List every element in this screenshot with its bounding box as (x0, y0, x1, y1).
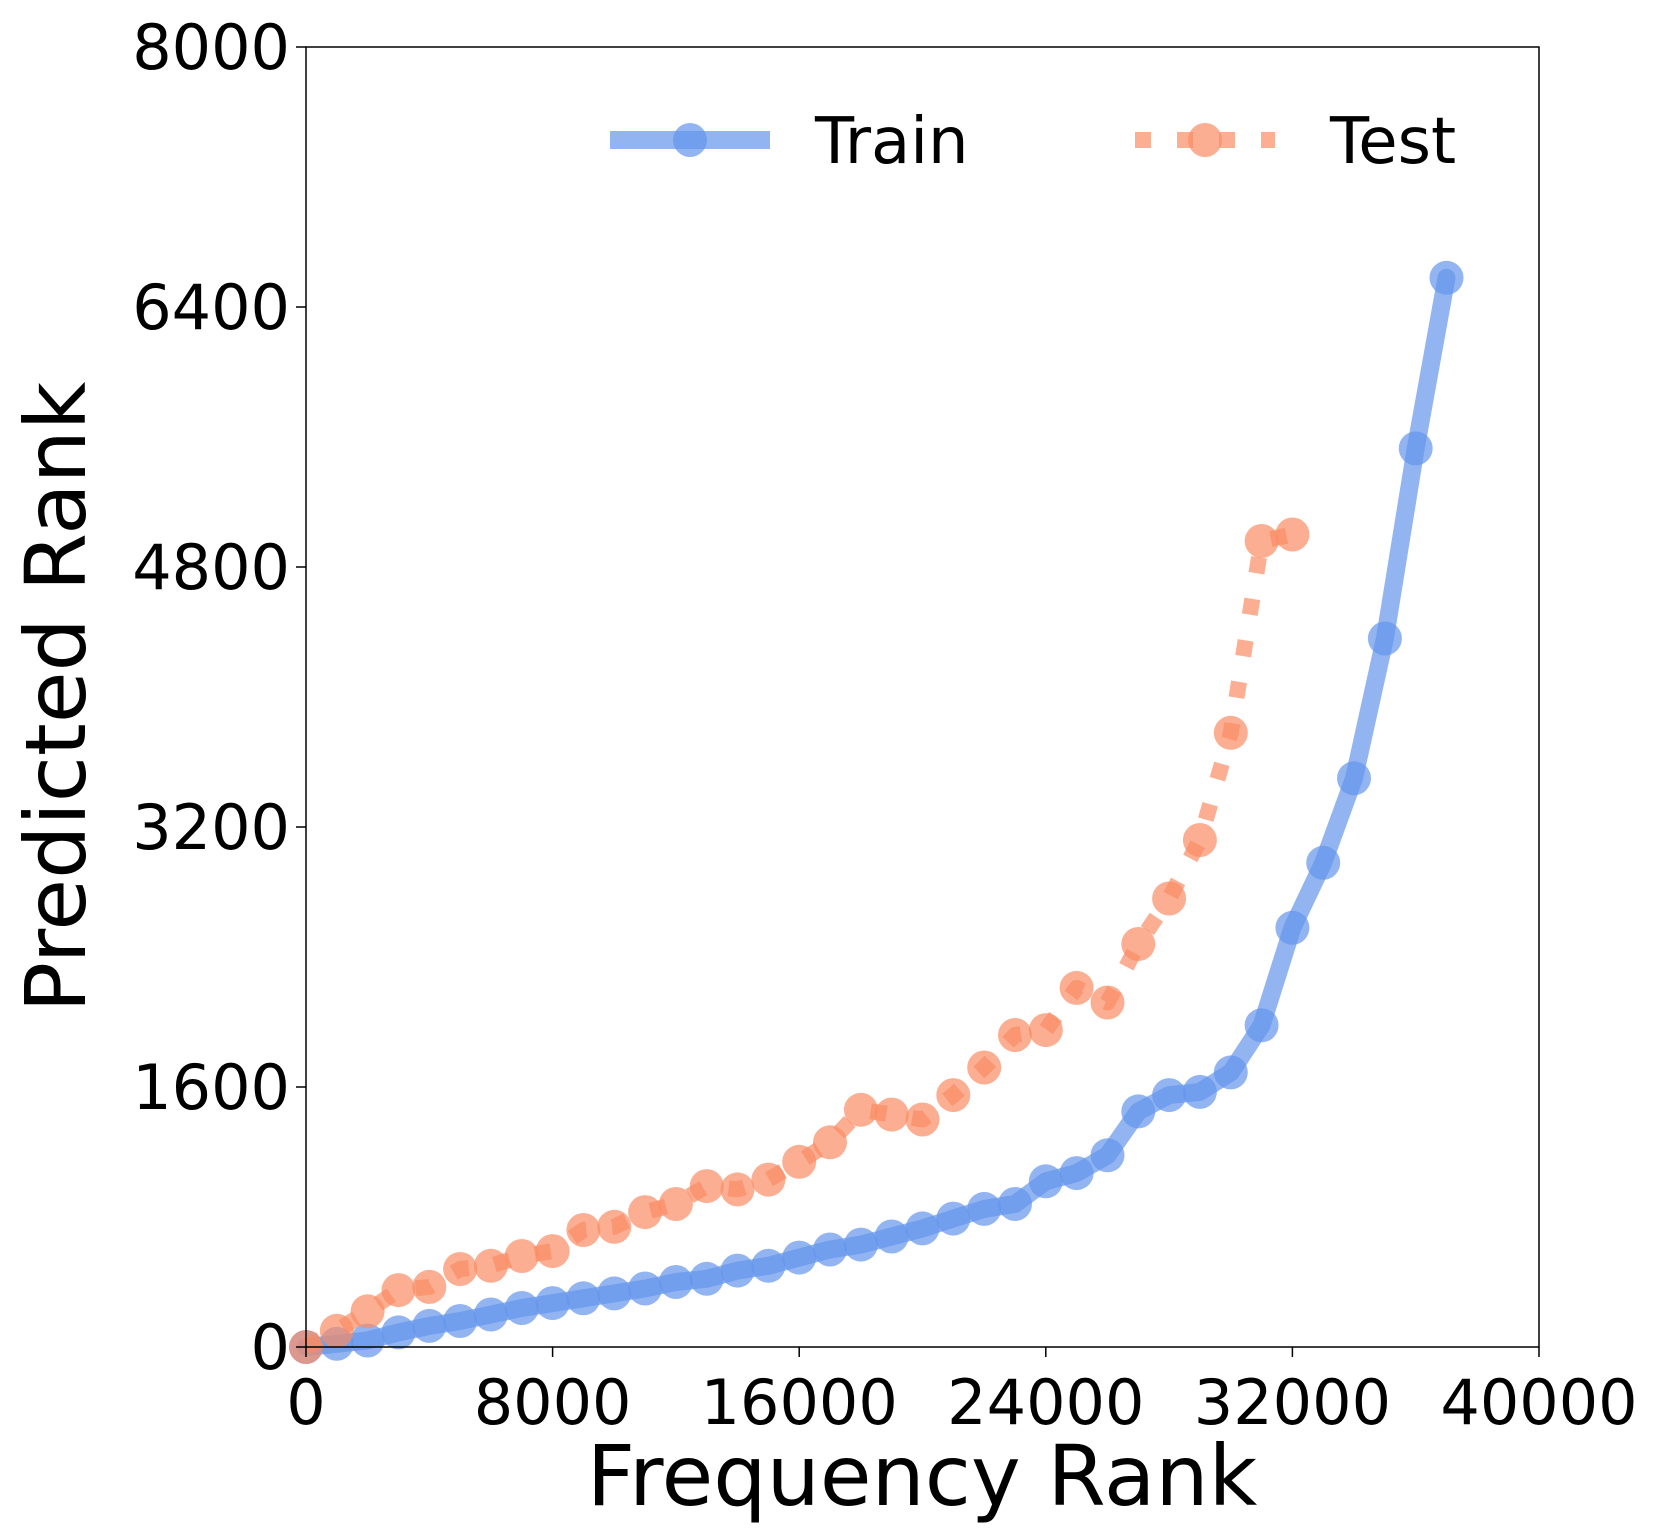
x-axis-title: Frequency Rank (587, 1427, 1258, 1525)
data-point-train (967, 1191, 1002, 1226)
data-point-train (1059, 1156, 1094, 1191)
data-point-train (843, 1227, 878, 1262)
data-point-test (412, 1269, 447, 1304)
data-point-train (751, 1248, 786, 1283)
x-tick-label: 24000 (947, 1366, 1144, 1439)
data-point-train (998, 1187, 1032, 1221)
y-axis-ticks: 0 1600 3200 4800 6400 8000 (132, 11, 306, 1384)
data-point-train (628, 1271, 663, 1306)
data-point-train (1429, 260, 1464, 295)
data-point-test (782, 1144, 817, 1179)
x-tick-label: 0 (286, 1366, 325, 1439)
data-point-train (381, 1315, 416, 1350)
data-point-train (504, 1291, 539, 1325)
data-point-train (1244, 1008, 1279, 1043)
data-point-train (658, 1265, 693, 1299)
legend-train-marker (673, 123, 707, 157)
data-point-train (1121, 1094, 1156, 1129)
data-point-test (998, 1018, 1032, 1052)
data-point-test (1182, 823, 1217, 857)
y-tick-label: 1600 (132, 1051, 290, 1124)
x-tick-label: 16000 (701, 1366, 898, 1439)
data-point-train (443, 1304, 478, 1338)
data-point-test (381, 1273, 416, 1308)
data-point-test (504, 1239, 539, 1273)
data-point-train (1306, 845, 1341, 880)
x-tick-label: 32000 (1194, 1366, 1391, 1439)
series-layer (289, 260, 1464, 1364)
y-axis-title: Predicted Rank (7, 381, 105, 1012)
y-tick-label: 4800 (132, 531, 290, 604)
data-point-test (874, 1097, 909, 1132)
data-point-test (443, 1252, 478, 1286)
data-point-train (1152, 1078, 1187, 1113)
data-point-test (628, 1195, 663, 1230)
data-point-test (658, 1187, 693, 1221)
data-point-test (535, 1234, 570, 1269)
legend-entry-train: Train (610, 105, 969, 179)
y-tick-label: 8000 (132, 11, 290, 84)
data-point-train (1090, 1138, 1125, 1173)
data-point-test (1213, 715, 1248, 750)
data-point-test (813, 1125, 847, 1160)
data-point-train (1275, 910, 1310, 945)
legend-label-train: Train (814, 105, 969, 179)
legend-entry-test: Test (1135, 105, 1456, 179)
data-point-test (1244, 524, 1279, 558)
data-point-train (936, 1201, 971, 1236)
data-point-test (1275, 517, 1310, 552)
y-tick-label: 6400 (132, 271, 290, 344)
data-point-test (905, 1102, 940, 1137)
data-point-train (1028, 1164, 1063, 1199)
x-tick-label: 8000 (474, 1366, 632, 1439)
data-point-train (1213, 1055, 1248, 1090)
data-point-train (1182, 1074, 1217, 1109)
data-point-test (843, 1092, 878, 1127)
data-point-train (720, 1253, 755, 1288)
x-axis-ticks: 0 8000 16000 24000 32000 40000 (286, 1347, 1638, 1439)
data-point-train (782, 1240, 817, 1275)
data-point-train (350, 1323, 385, 1358)
data-point-test (1090, 985, 1125, 1020)
data-point-test (1028, 1013, 1063, 1048)
legend: Train Test (610, 105, 1456, 179)
x-tick-label: 40000 (1440, 1366, 1637, 1439)
data-point-test (1121, 927, 1156, 961)
plot-frame (305, 46, 1540, 1348)
data-point-train (874, 1219, 909, 1254)
data-point-train (1398, 431, 1433, 466)
legend-label-test: Test (1329, 105, 1456, 179)
series-line-test (302, 526, 1295, 1355)
data-point-train (566, 1281, 601, 1316)
data-point-test (473, 1248, 508, 1283)
data-point-train (535, 1286, 570, 1321)
data-point-train (1337, 761, 1371, 796)
data-point-train (1367, 621, 1402, 656)
data-point-test (936, 1078, 971, 1113)
data-point-test (566, 1213, 601, 1247)
y-tick-label: 0 (251, 1311, 290, 1384)
y-tick-label: 3200 (132, 791, 290, 864)
data-point-test (350, 1294, 385, 1329)
data-point-test (967, 1050, 1002, 1085)
series-test (289, 517, 1310, 1364)
legend-test-marker (1188, 123, 1222, 157)
data-point-test (1152, 881, 1187, 916)
data-point-train (689, 1261, 724, 1296)
data-point-test (1059, 970, 1094, 1005)
data-point-train (597, 1276, 632, 1311)
series-train (289, 260, 1464, 1364)
data-point-train (905, 1211, 940, 1246)
data-point-test (597, 1209, 632, 1244)
data-point-train (813, 1232, 847, 1267)
data-point-train (473, 1297, 508, 1332)
data-point-test (319, 1313, 354, 1348)
data-point-test (689, 1169, 724, 1204)
data-point-test (751, 1162, 786, 1197)
data-point-train (412, 1308, 447, 1343)
data-point-test (720, 1172, 755, 1207)
